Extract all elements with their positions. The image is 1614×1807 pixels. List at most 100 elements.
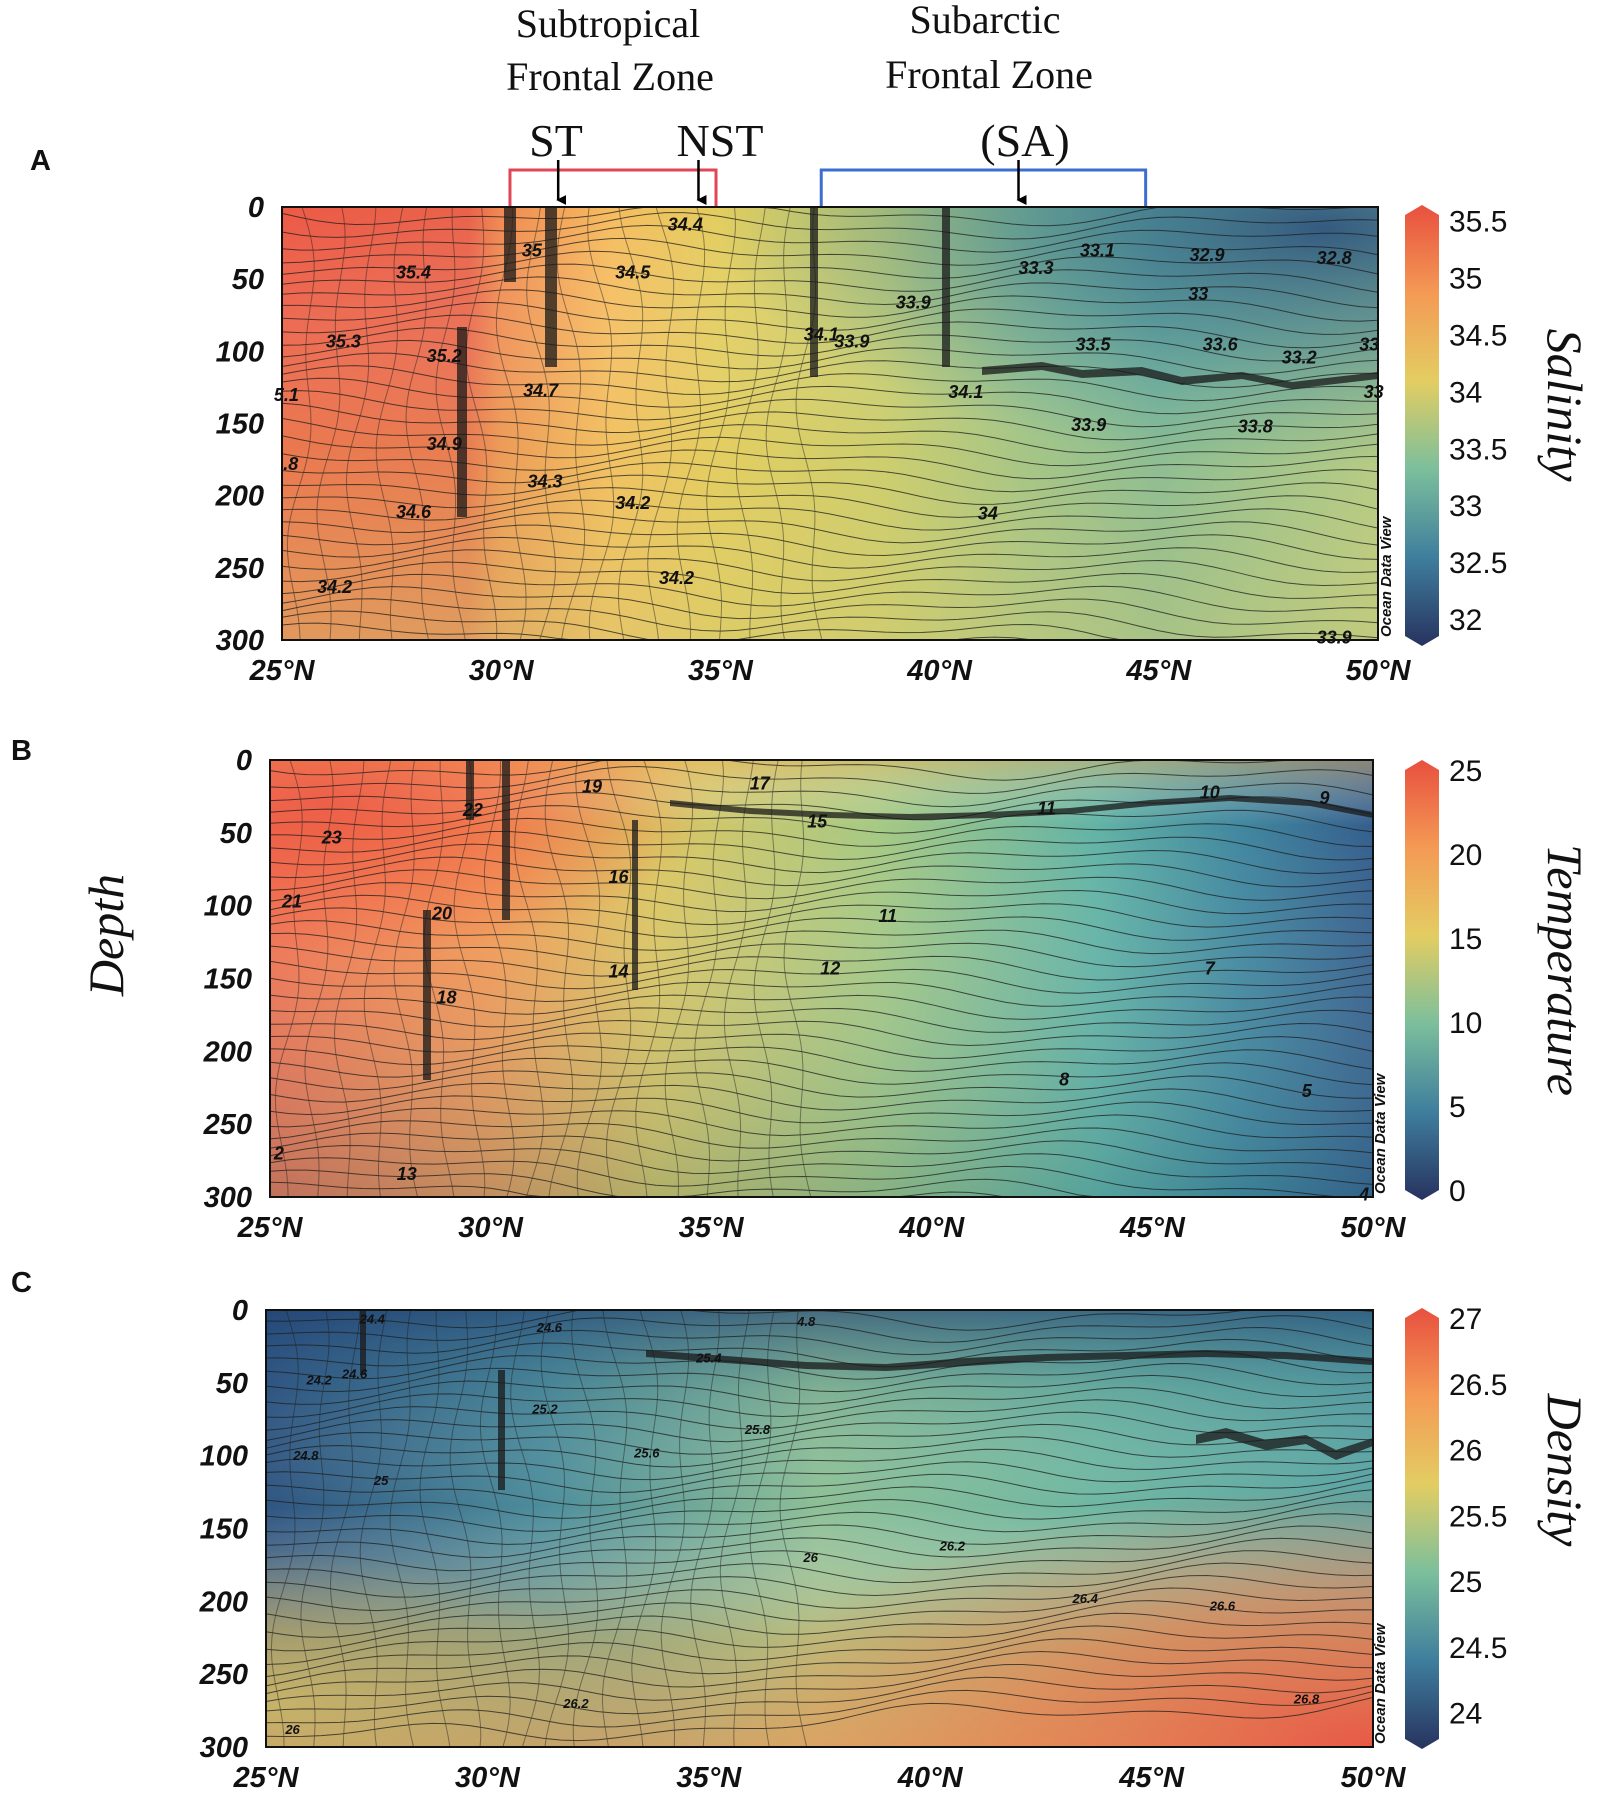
colorbar-tick-label: 20 [1449,839,1482,872]
contour-line [345,206,377,641]
contour-line [783,759,812,1198]
contour-label: 2 [273,1144,284,1164]
colorbar-tick-label: 5 [1449,1091,1466,1124]
contour-label: 26 [284,1722,300,1737]
contour-label: 8 [1059,1069,1069,1089]
contour-line [453,759,486,1198]
y-tick-label: 250 [203,1109,252,1141]
contour-label: 26.2 [939,1539,966,1554]
contour-line [676,206,706,641]
x-tick-label: 50°N [1341,1212,1407,1244]
contour-line [635,759,663,1198]
contour-line [265,1338,1374,1368]
contour-line [265,1448,1374,1481]
panel-density: C 24.424.6 4.824.624.225.425.225.625.824.… [11,1267,1593,1794]
contour-line [556,206,586,641]
y-tick-label: 0 [248,192,264,224]
contour-line [419,1309,451,1748]
contour-label: 14 [609,962,629,982]
contour-line [265,1574,1374,1625]
contour-line [449,1309,482,1748]
subarctic-label-line2: Frontal Zone [885,52,1093,97]
density-variable-label: Density [1537,1393,1593,1548]
contour-label: 26 [802,1550,818,1565]
contour-label: 18 [436,988,456,1008]
pycnocline [646,1350,1373,1371]
contour-label: 33 [1364,382,1384,402]
contour-label: 33.8 [1238,417,1273,437]
salinity-plot-frame [281,206,1379,641]
colorbar-tick-label: 10 [1449,1007,1482,1040]
contour-line [265,1638,1374,1687]
colorbar-tick-label: 25 [1449,1566,1482,1599]
contour-label: 5 [1302,1081,1313,1101]
contour-line [359,1309,388,1748]
x-tick-label: 30°N [458,1212,524,1244]
panel-letter-c: C [11,1267,32,1299]
colorbar-tick-label: 26.5 [1449,1369,1507,1402]
contour-line [435,206,466,641]
contour-line [269,1132,1374,1170]
depth-axis-title: Depth [78,874,134,997]
contour-label: 34.3 [528,472,563,492]
x-tick-label: 45°N [1125,655,1192,687]
contour-line [571,1309,599,1748]
y-tick-label: 50 [232,264,264,296]
ocean-data-view-watermark: Ocean Data View [1378,515,1395,637]
temperature-contour-labels: 19 17 10 9 22 11 15 23 16 21 20 11 14 12 7 18 8 5 2 13 4 [273,774,1369,1205]
y-tick-label: 300 [204,1182,252,1214]
density-contours [265,1309,1374,1748]
front-band [942,207,950,367]
contour-label: 33.9 [834,332,869,352]
contour-line [269,977,1374,1007]
contour-label: 24.4 [359,1311,386,1326]
contour-line [587,206,615,641]
contour-label: 34.6 [396,502,432,522]
colorbar-tick-label: 25.5 [1449,1500,1507,1533]
contour-line [690,1309,720,1748]
contour-line [647,206,675,641]
front-band [810,207,818,377]
front-annotations: Subtropical Frontal Zone Subarctic Front… [506,0,1148,207]
x-tick-label: 45°N [1119,1212,1186,1244]
subtropical-label-line1: Subtropical [516,1,700,46]
contour-label: 35.2 [427,346,462,366]
contour-label: 33 [1359,334,1379,354]
salinity-front-bands [457,207,1378,517]
contour-line [265,1374,1374,1405]
contour-label: 32.9 [1190,245,1225,265]
panel-temperature: B 19 17 10 9 22 11 15 23 16 21 20 11 14 12 7 18 8 5 2 13 4 O… [11,735,1593,1244]
contour-line [281,224,1379,253]
front-band [632,820,638,990]
colorbar-tick-label: 33 [1449,490,1482,523]
contour-line [265,1612,1374,1665]
colorbar-tick-label: 25 [1449,755,1482,788]
colorbar-tick-label: 32.5 [1449,547,1507,580]
y-tick-label: 100 [216,336,264,368]
contour-label: 33.9 [1317,627,1352,647]
contour-line [601,1309,628,1748]
contour-label: 34.7 [523,381,559,401]
contour-line [269,843,1374,875]
contour-label: 35.3 [326,332,361,352]
contour-line [265,1650,1374,1695]
contour-line [765,206,791,641]
contour-line [483,759,515,1198]
front-band [498,1370,505,1490]
contour-label: 13 [397,1164,417,1184]
contour-line [617,206,644,641]
contour-line [269,1082,1374,1112]
thermocline [670,795,1373,820]
contour-line [706,206,736,641]
contour-line [605,759,632,1198]
colorbar-tick-label: 27 [1449,1303,1482,1336]
colorbar-tick-label: 26 [1449,1435,1482,1468]
contour-line [281,512,1379,546]
contour-line [265,1423,1374,1455]
contour-line [265,1500,1374,1545]
y-tick-label: 300 [200,1732,248,1764]
contour-line [375,206,404,641]
contour-label: 24.8 [292,1448,319,1463]
contour-line [300,1309,330,1748]
